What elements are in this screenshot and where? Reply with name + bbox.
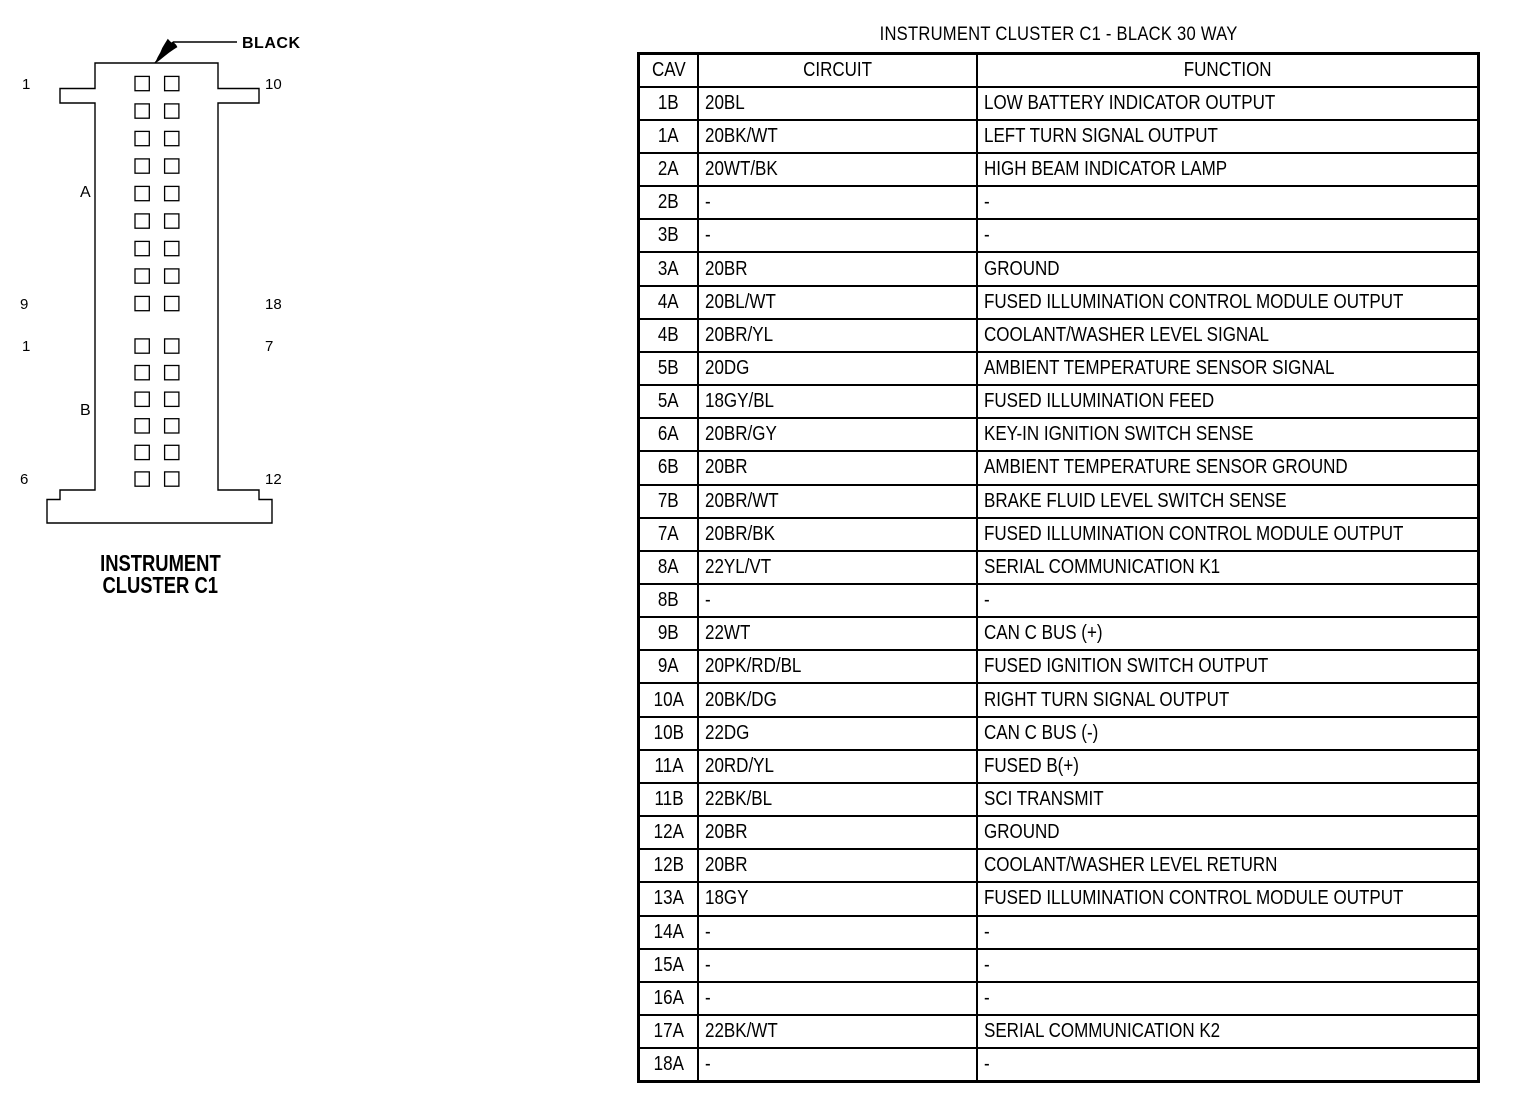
svg-text:9: 9 — [20, 296, 28, 313]
svg-text:BLACK: BLACK — [242, 35, 301, 52]
svg-text:A: A — [80, 184, 91, 201]
svg-text:6: 6 — [20, 471, 28, 488]
svg-text:B: B — [80, 402, 91, 419]
svg-text:1: 1 — [22, 338, 30, 355]
svg-text:1: 1 — [22, 76, 30, 93]
svg-text:12: 12 — [265, 471, 282, 488]
svg-text:7: 7 — [265, 338, 273, 355]
svg-text:18: 18 — [265, 296, 282, 313]
svg-text:10: 10 — [265, 76, 282, 93]
